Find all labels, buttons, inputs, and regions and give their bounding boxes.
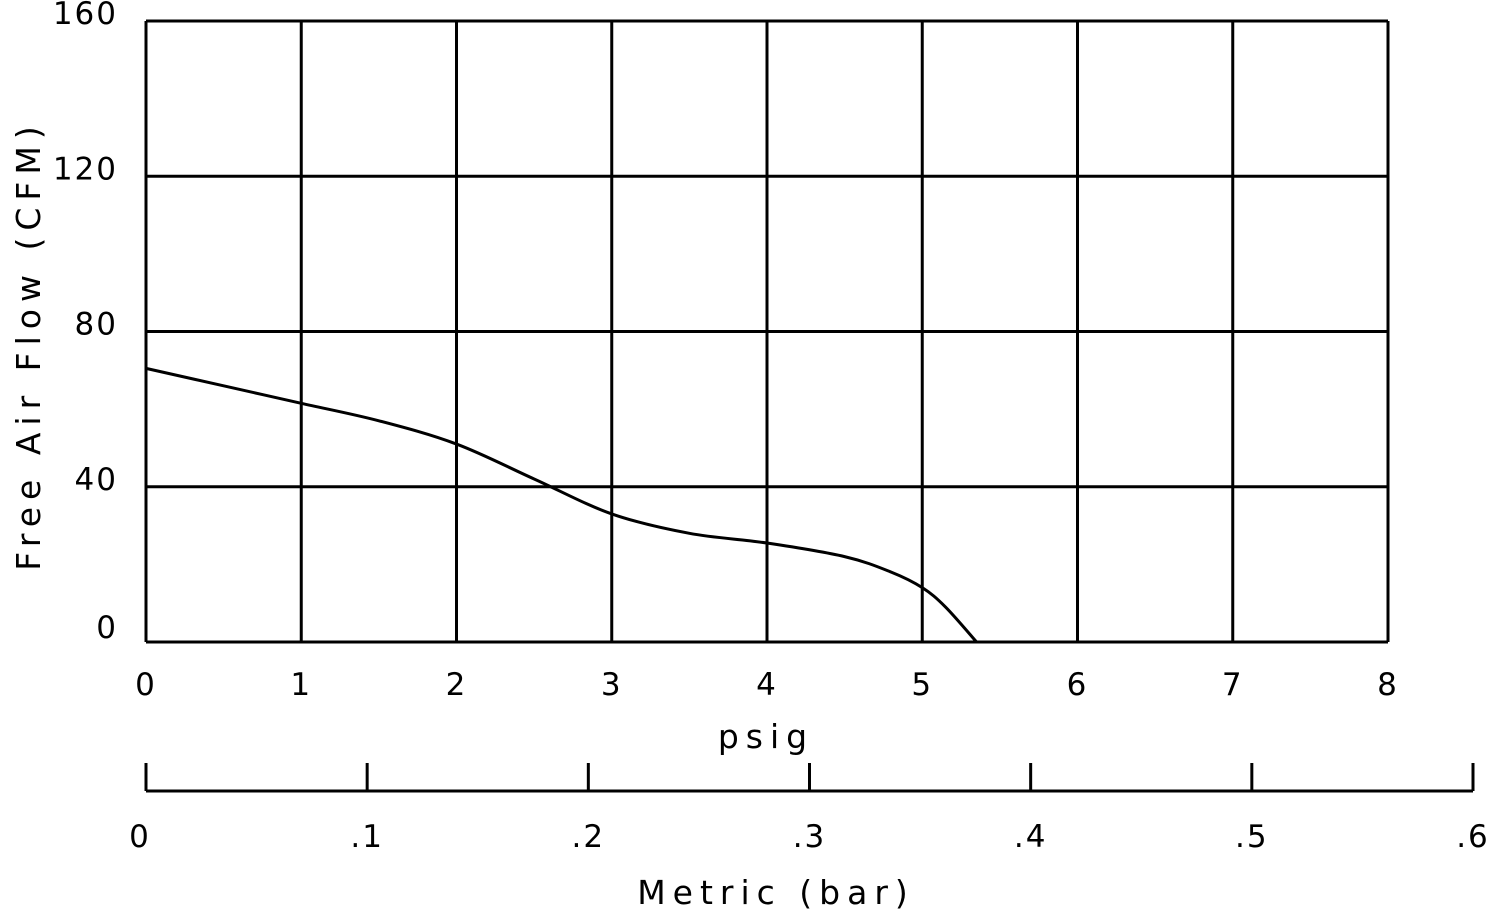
x-tick-label: 7: [1222, 667, 1244, 703]
metric-axis: [144, 763, 1475, 793]
x-tick-labels: 0 1 2 3 4 5 6 7 8: [135, 667, 1399, 703]
x-tick-label: 8: [1377, 667, 1399, 703]
y-tick-label: 160: [53, 0, 118, 32]
metric-tick-label: .6: [1456, 819, 1490, 855]
metric-tick-label: .2: [572, 819, 606, 855]
chart-series: [145, 366, 978, 643]
x-tick-label: 1: [290, 667, 312, 703]
metric-tick-label: .5: [1235, 819, 1269, 855]
series-line: [145, 366, 978, 643]
y-tick-label: 40: [75, 462, 118, 498]
chart-grid: [144, 19, 1390, 644]
metric-axis-title: Metric (bar): [637, 873, 915, 912]
x-tick-label: 0: [135, 667, 157, 703]
x-tick-label: 4: [756, 667, 778, 703]
x-tick-label: 6: [1067, 667, 1089, 703]
metric-tick-labels: 0 .1 .2 .3 .4 .5 .6: [129, 819, 1490, 855]
y-tick-labels: 0 40 80 120 160: [53, 0, 118, 646]
metric-tick-label: .4: [1014, 819, 1048, 855]
y-axis-title: Free Air Flow (CFM): [9, 119, 48, 570]
y-tick-label: 0: [96, 610, 118, 646]
x-axis-title: psig: [718, 717, 814, 756]
metric-tick-label: 0: [129, 819, 151, 855]
metric-tick-label: .3: [793, 819, 827, 855]
x-tick-label: 3: [601, 667, 623, 703]
metric-tick-label: .1: [350, 819, 384, 855]
x-tick-label: 2: [446, 667, 468, 703]
y-tick-label: 80: [75, 307, 118, 343]
x-tick-label: 5: [911, 667, 933, 703]
y-tick-label: 120: [53, 151, 118, 187]
